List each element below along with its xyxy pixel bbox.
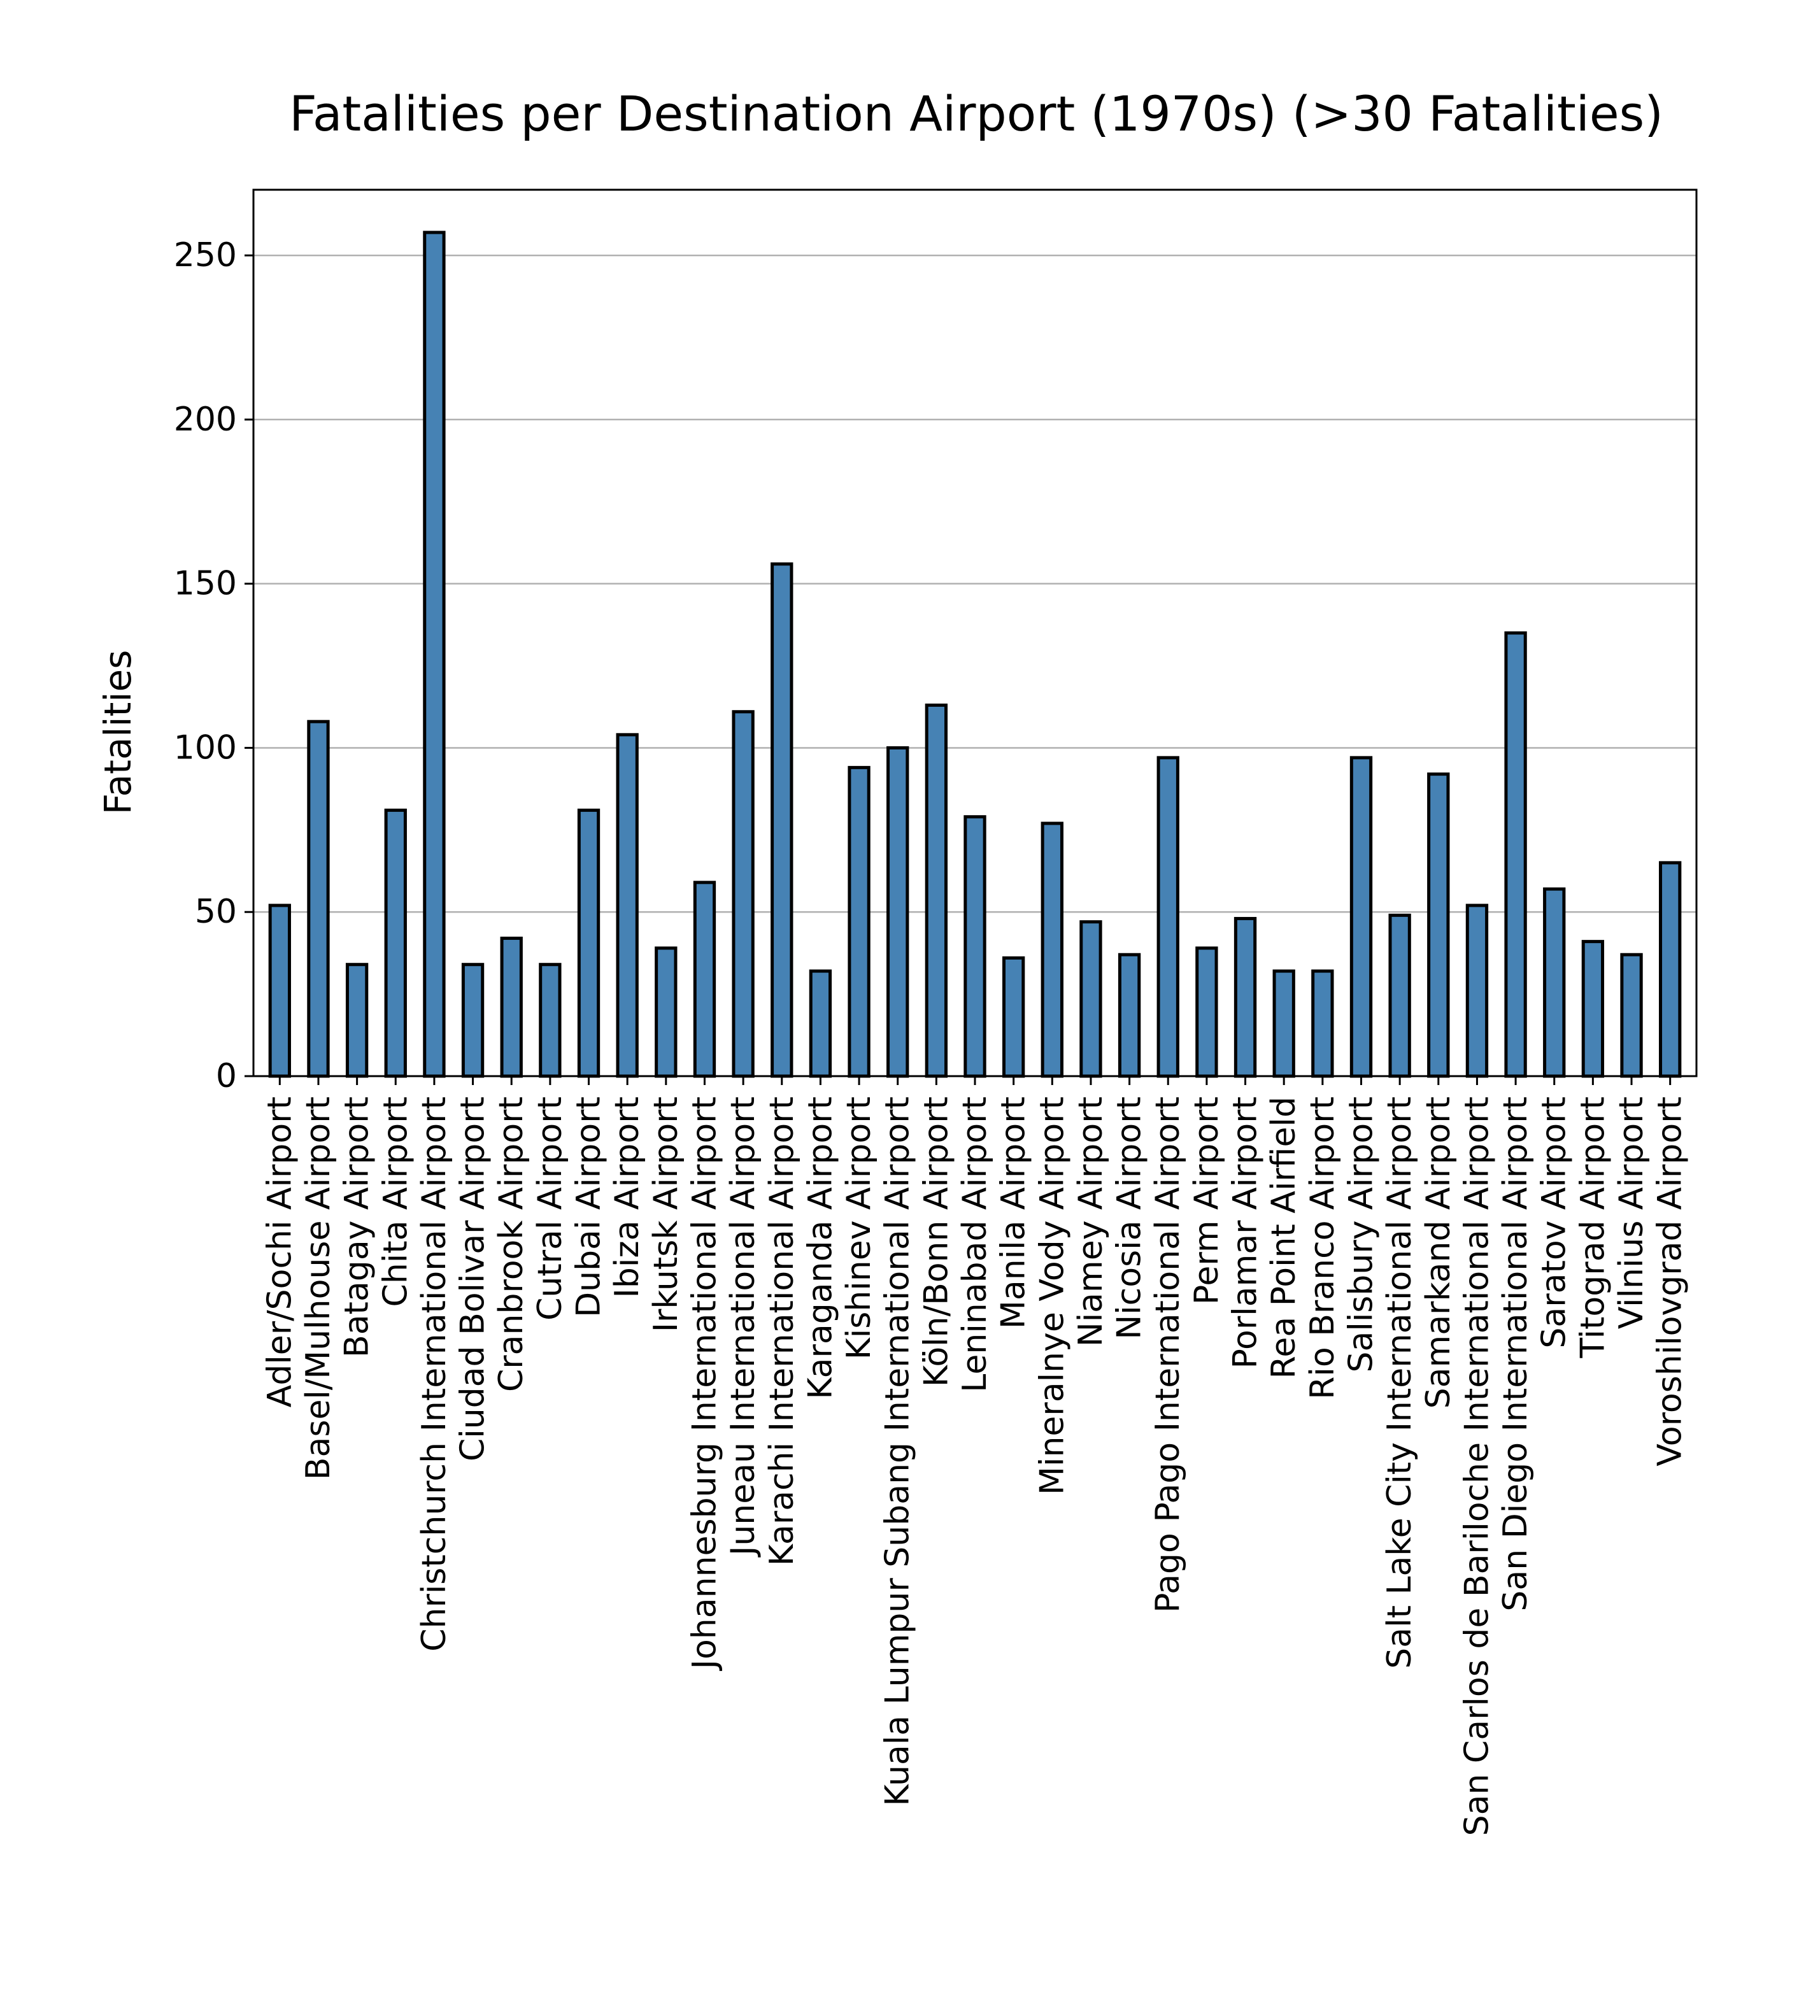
x-tick-label: Saratov Airport (1535, 1097, 1574, 1349)
bar (1581, 940, 1605, 1078)
y-tick-label: 50 (195, 893, 237, 931)
bar (732, 710, 755, 1078)
x-tick-label: Basel/Mulhouse Airport (299, 1097, 338, 1480)
x-tick-label: Pago Pago International Airport (1149, 1097, 1187, 1613)
x-tick-label: Batagay Airport (338, 1097, 376, 1358)
bar (384, 808, 407, 1078)
x-tick-label: Kuala Lumpur Subang International Airpor… (879, 1097, 917, 1806)
bar (1272, 969, 1295, 1078)
bar (1427, 772, 1450, 1078)
bar (577, 808, 601, 1078)
bar (1349, 756, 1373, 1078)
x-tick-label: San Diego International Airport (1497, 1097, 1535, 1612)
x-tick-label: Irkutsk Airport (647, 1097, 685, 1332)
bar (268, 904, 291, 1078)
x-tick-label: Perm Airport (1188, 1097, 1226, 1305)
x-tick-label: Adler/Sochi Airport (260, 1097, 299, 1407)
x-tick-label: San Carlos de Bariloche International Ai… (1458, 1097, 1496, 1836)
bar (1195, 946, 1218, 1078)
y-tick-label: 150 (174, 565, 237, 603)
gridlines (253, 254, 1696, 913)
bar (1620, 953, 1643, 1078)
x-tick-label: Köln/Bonn Airport (917, 1097, 955, 1387)
bar (461, 963, 485, 1078)
x-tick-label: Voroshilovgrad Airport (1651, 1097, 1689, 1466)
bar (771, 562, 793, 1078)
y-tick-label: 0 (216, 1057, 237, 1095)
x-tick-label: Johannesburg International Airport (685, 1097, 723, 1671)
x-tick-label: Manila Airport (995, 1097, 1033, 1329)
x-tick-label: Cranbrook Airport (492, 1097, 530, 1392)
bar (655, 946, 678, 1078)
bar (1659, 861, 1682, 1078)
bar (1388, 913, 1411, 1078)
bar (539, 963, 562, 1078)
bar (925, 703, 948, 1078)
bar (1156, 756, 1179, 1078)
bar (1118, 953, 1141, 1078)
bar (345, 963, 369, 1078)
x-tick-label: Ibiza Airport (608, 1097, 646, 1298)
bar (1041, 821, 1063, 1078)
bar (848, 765, 871, 1078)
x-tick-label: Titograd Airport (1574, 1097, 1612, 1359)
x-tick-label: Karachi International Airport (763, 1097, 801, 1566)
bar (886, 746, 909, 1078)
x-tick-label: Kishinev Airport (840, 1097, 878, 1359)
bar (616, 733, 639, 1078)
x-tick-label: Salisbury Airport (1342, 1097, 1380, 1373)
x-axis-ticks: Adler/Sochi Airport Basel/Mulhouse Airpor… (260, 1076, 1689, 1836)
bar (1504, 631, 1527, 1078)
y-tick-label: 250 (174, 236, 237, 274)
bar (693, 881, 716, 1078)
y-tick-label: 100 (174, 728, 237, 767)
x-tick-label: Rea Point Airfield (1265, 1097, 1303, 1379)
x-tick-label: Porlamar Airport (1226, 1097, 1265, 1368)
x-tick-label: Leninabad Airport (956, 1097, 994, 1393)
bar (423, 231, 446, 1078)
x-tick-label: Samarkand Airport (1419, 1097, 1458, 1409)
bar (1233, 917, 1257, 1078)
bar (307, 720, 330, 1078)
x-tick-label: Christchurch International Airport (415, 1097, 453, 1652)
bar (500, 936, 523, 1078)
x-tick-label: Salt Lake City International Airport (1381, 1097, 1419, 1669)
x-tick-label: Chita Airport (376, 1097, 415, 1307)
bar (1311, 969, 1334, 1078)
bar (1079, 920, 1102, 1078)
bar (1543, 887, 1566, 1078)
x-tick-label: Cutral Airport (531, 1097, 569, 1321)
bar (809, 969, 832, 1078)
x-tick-label: Dubai Airport (570, 1097, 608, 1317)
x-tick-label: Mineralnye Vody Airport (1033, 1097, 1071, 1495)
y-axis-label: Fatalities (96, 650, 139, 815)
x-tick-label: Karaganda Airport (801, 1097, 839, 1400)
x-tick-label: Niamey Airport (1072, 1097, 1110, 1347)
y-axis-ticks: 0 50 100 150 200 250 (174, 236, 253, 1095)
bar (963, 815, 986, 1078)
x-tick-label: Ciudad Bolivar Airport (454, 1097, 492, 1461)
x-tick-label: Vilnius Airport (1612, 1097, 1651, 1329)
y-tick-label: 200 (174, 401, 237, 439)
chart-title: Fatalities per Destination Airport (1970… (289, 85, 1663, 142)
x-tick-label: Juneau International Airport (724, 1097, 762, 1558)
bar (1002, 956, 1025, 1078)
x-tick-label: Nicosia Airport (1111, 1097, 1149, 1340)
bar (1465, 904, 1489, 1078)
x-tick-label: Rio Branco Airport (1304, 1097, 1342, 1400)
